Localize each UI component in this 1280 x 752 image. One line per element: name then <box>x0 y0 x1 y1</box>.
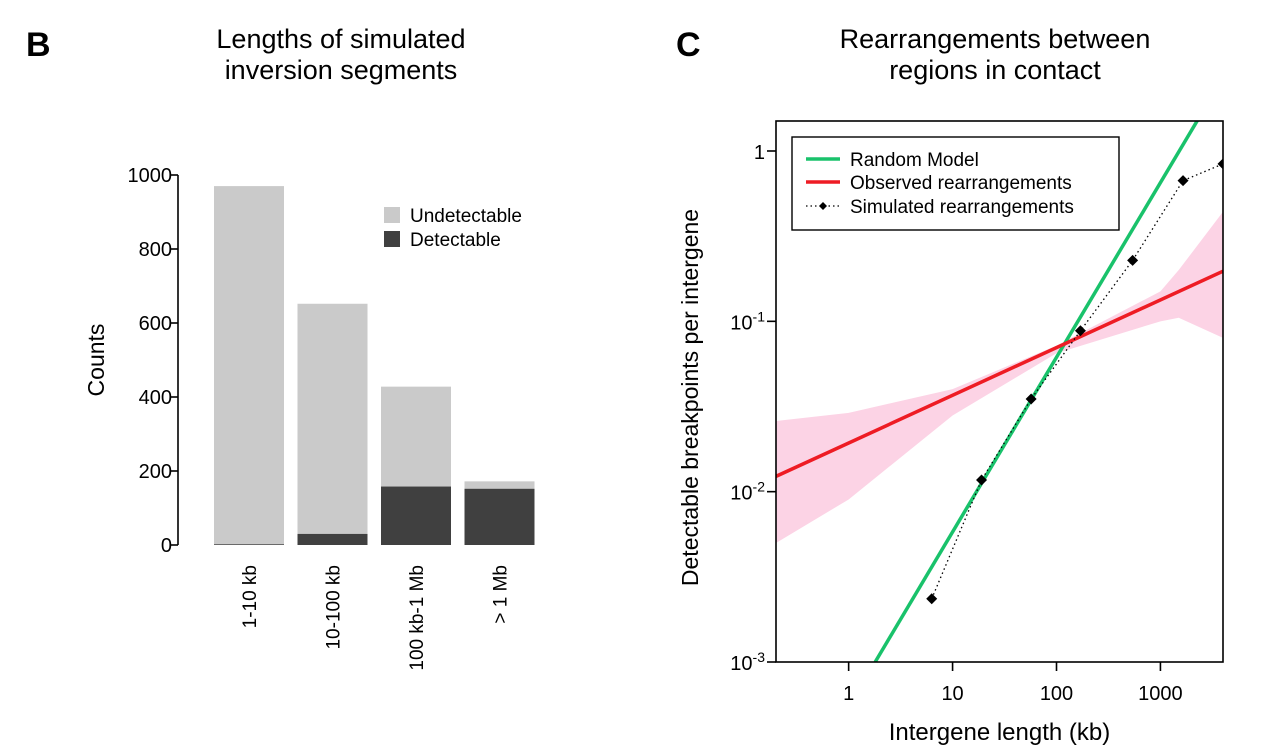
tick-base: 10 <box>730 653 752 675</box>
bar-y-tick-label: 800 <box>139 239 172 261</box>
bar-legend-label: Undetectable <box>410 206 522 227</box>
simulated-point <box>1217 158 1223 170</box>
bar-category-label: 10-100 kb <box>324 565 345 650</box>
tick-exponent: -1 <box>753 308 766 324</box>
bar-chart-title-line-2: inversion segments <box>224 55 458 85</box>
bar-undetectable <box>464 481 535 489</box>
line-y-tick-label: 10-3 <box>730 649 765 675</box>
line-x-tick-label: 1000 <box>1138 683 1183 705</box>
line-plot-area <box>776 121 1223 662</box>
line-chart-title-line-1: Rearrangements between <box>839 24 1151 54</box>
line-legend-marker <box>819 202 827 210</box>
simulated-point <box>926 593 938 605</box>
tick-base: 1 <box>754 142 765 164</box>
bar-detectable <box>214 544 284 545</box>
bar-y-tick-label: 600 <box>139 313 172 335</box>
line-chart-title: Rearrangements between regions in contac… <box>780 24 1210 86</box>
line-legend-box <box>791 136 1120 231</box>
bar-category-label: 100 kb-1 Mb <box>407 565 428 671</box>
line-y-tick-label: 1 <box>754 142 765 164</box>
bar-y-tick-label: 0 <box>161 535 172 557</box>
simulated-point <box>1074 325 1086 337</box>
bar-detectable <box>381 486 451 545</box>
line-x-tick-label: 100 <box>1040 683 1073 705</box>
bar-legend-label: Detectable <box>410 230 501 251</box>
line-y-tick-label: 10-2 <box>730 479 765 505</box>
line-legend-label: Random Model <box>850 150 979 171</box>
observed-confidence-band <box>776 211 1223 543</box>
bar-y-tick-label: 200 <box>139 461 172 483</box>
tick-base: 10 <box>730 483 752 505</box>
bar-y-tick-label: 400 <box>139 387 172 409</box>
simulated-point <box>976 474 988 486</box>
tick-base: 10 <box>730 312 752 334</box>
line-y-axis-label: Detectable breakpoints per intergene <box>677 209 703 586</box>
bar-chart-title: Lengths of simulated inversion segments <box>166 24 516 86</box>
bar-detectable <box>464 488 535 545</box>
bar-y-axis-label: Counts <box>83 324 109 397</box>
bar-y-tick-label: 1000 <box>128 165 173 187</box>
observed-rearrangements-line <box>776 269 1223 478</box>
tick-exponent: -2 <box>753 479 766 495</box>
line-legend-label: Observed rearrangements <box>850 173 1072 194</box>
simulated-point <box>1127 254 1139 266</box>
line-x-axis-label: Intergene length (kb) <box>889 719 1110 746</box>
panel-letter-b: B <box>26 26 51 64</box>
line-x-tick-label: 1 <box>843 683 854 705</box>
bar-legend: Undetectable Detectable <box>384 206 522 251</box>
simulated-point <box>1177 175 1189 187</box>
bar-category-label: 1-10 kb <box>240 565 261 628</box>
panel-letter-c: C <box>676 26 701 64</box>
simulated-point <box>1025 393 1037 405</box>
bar-undetectable <box>297 303 368 534</box>
line-chart-title-line-2: regions in contact <box>889 55 1101 85</box>
bar-undetectable <box>381 386 451 487</box>
random-model-line <box>873 121 1200 662</box>
line-x-tick-label: 10 <box>941 683 963 705</box>
bar-detectable <box>297 533 368 545</box>
bar-chart-title-line-1: Lengths of simulated <box>216 24 466 54</box>
line-plot-frame <box>775 120 1224 663</box>
tick-exponent: -3 <box>753 649 766 665</box>
bar-category-label: > 1 Mb <box>491 565 512 624</box>
line-legend-label: Simulated rearrangements <box>850 197 1074 218</box>
line-y-tick-label: 10-1 <box>730 308 765 334</box>
bar-undetectable <box>214 186 284 545</box>
bar-legend-swatch <box>384 207 400 223</box>
bar-chart: 0 200 400 600 800 1000 Counts 1-10 kb 10-100 kb 1… <box>83 165 535 671</box>
bar-legend-swatch <box>384 231 400 247</box>
